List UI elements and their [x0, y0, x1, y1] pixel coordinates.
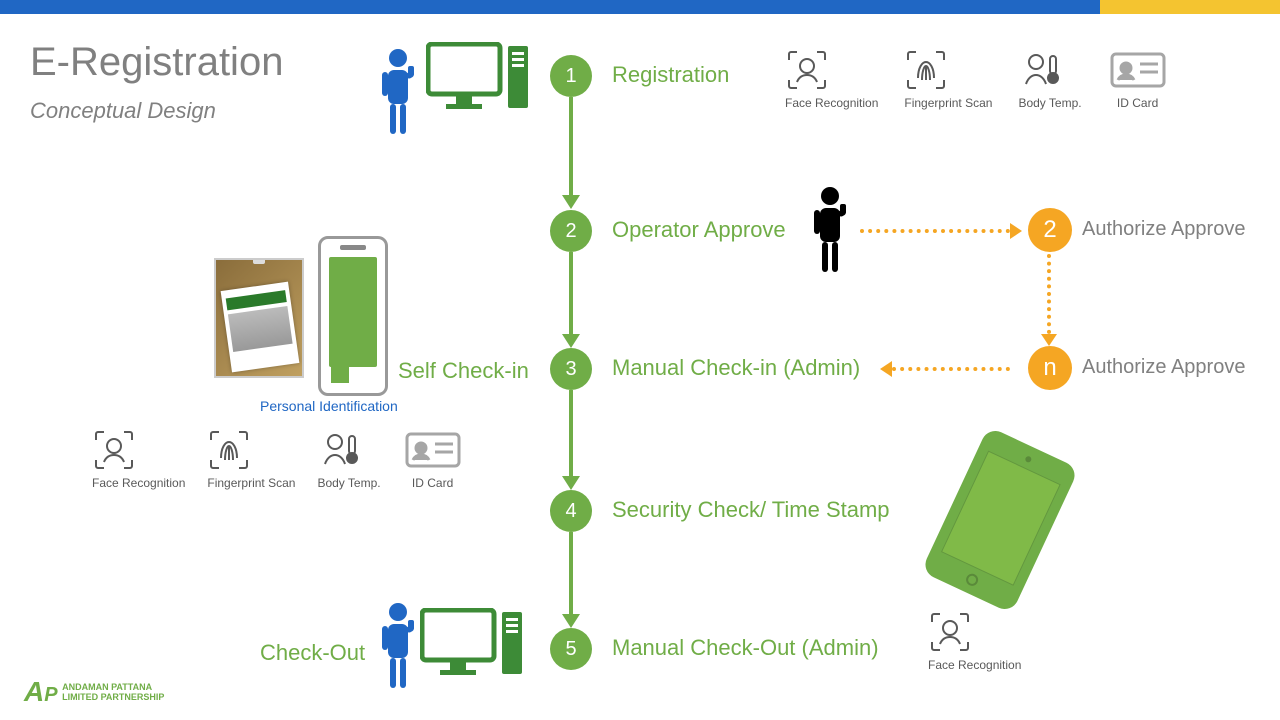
self-checkin-label: Self Check-in	[398, 358, 529, 384]
auth-n-label: Authorize Approve	[1082, 356, 1245, 379]
face-recognition-icon: Face Recognition	[92, 428, 185, 490]
flow-line	[569, 97, 573, 195]
auth-2-label: Authorize Approve	[1082, 218, 1245, 241]
top-bar-accent	[1100, 0, 1280, 14]
fingerprint-icon: Fingerprint Scan	[904, 48, 992, 110]
icon-label: Face Recognition	[785, 96, 878, 110]
logo-line2: LIMITED PARTNERSHIP	[62, 692, 164, 702]
icon-label: Fingerprint Scan	[207, 476, 295, 490]
step-num: 2	[565, 220, 576, 243]
page-subtitle: Conceptual Design	[30, 98, 216, 124]
icon-label: Body Temp.	[317, 476, 380, 490]
top-bar	[0, 0, 1280, 14]
person-icon	[378, 48, 418, 136]
step-num: 2	[1043, 216, 1056, 244]
icon-label: Face Recognition	[928, 658, 1021, 672]
step-1-label: Registration	[612, 62, 729, 88]
arrow-down-icon	[562, 195, 580, 209]
monitor-icon	[420, 608, 525, 684]
verification-icons-top: Face Recognition Fingerprint Scan Body T…	[785, 48, 1168, 110]
dotted-connector	[860, 229, 1010, 233]
arrow-right-icon	[1010, 223, 1022, 239]
person-icon	[378, 602, 418, 690]
auth-n-circle: n	[1028, 346, 1072, 390]
step-5-circle: 5	[550, 628, 592, 670]
arrow-down-icon	[1041, 334, 1057, 346]
step-num: 5	[565, 638, 576, 661]
arrow-down-icon	[562, 614, 580, 628]
step-num: 1	[565, 65, 576, 88]
step-2-label: Operator Approve	[612, 217, 786, 243]
step-3-label: Manual Check-in (Admin)	[612, 355, 860, 381]
step-num: 3	[565, 358, 576, 381]
dotted-connector	[1047, 254, 1051, 334]
person-icon	[810, 186, 850, 274]
verification-icons-left: Face Recognition Fingerprint Scan Body T…	[92, 428, 463, 490]
step-num: n	[1043, 354, 1056, 382]
step-4-circle: 4	[550, 490, 592, 532]
body-temp-icon: Body Temp.	[317, 428, 380, 490]
flow-line	[569, 532, 573, 614]
icon-label: ID Card	[1108, 96, 1168, 110]
arrow-down-icon	[562, 476, 580, 490]
arrow-down-icon	[562, 334, 580, 348]
visitor-badge-photo	[214, 258, 304, 378]
auth-2-circle: 2	[1028, 208, 1072, 252]
icon-label: ID Card	[403, 476, 463, 490]
face-recognition-icon: Face Recognition	[928, 610, 1021, 672]
id-card-icon: ID Card	[403, 428, 463, 490]
checkout-label: Check-Out	[260, 640, 365, 666]
arrow-left-icon	[880, 361, 892, 377]
face-recognition-icon: Face Recognition	[785, 48, 878, 110]
icon-label: Body Temp.	[1018, 96, 1081, 110]
personal-id-label: Personal Identification	[260, 398, 398, 414]
flow-line	[569, 390, 573, 476]
flow-line	[569, 252, 573, 334]
tablet-icon	[921, 426, 1079, 613]
id-card-icon: ID Card	[1108, 48, 1168, 110]
page-title: E-Registration	[30, 40, 283, 85]
body-temp-icon: Body Temp.	[1018, 48, 1081, 110]
kiosk-icon	[318, 236, 388, 396]
step-4-label: Security Check/ Time Stamp	[612, 497, 890, 523]
icon-label: Face Recognition	[92, 476, 185, 490]
step-num: 4	[565, 500, 576, 523]
step-2-circle: 2	[550, 210, 592, 252]
step-5-label: Manual Check-Out (Admin)	[612, 635, 879, 661]
company-logo: AP ANDAMAN PATTANA LIMITED PARTNERSHIP	[24, 677, 164, 708]
step-3-circle: 3	[550, 348, 592, 390]
logo-line1: ANDAMAN PATTANA	[62, 682, 152, 692]
dotted-connector	[892, 367, 1010, 371]
step-1-circle: 1	[550, 55, 592, 97]
monitor-icon	[426, 42, 531, 118]
icon-label: Fingerprint Scan	[904, 96, 992, 110]
fingerprint-icon: Fingerprint Scan	[207, 428, 295, 490]
